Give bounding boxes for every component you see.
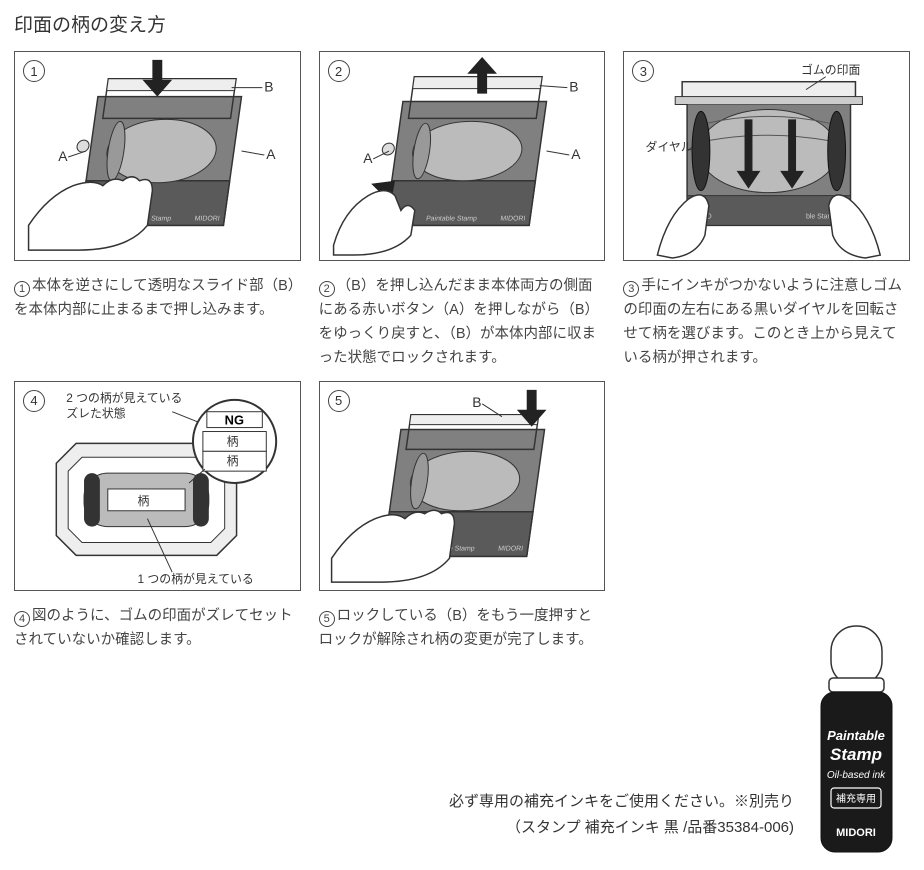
page-title: 印面の柄の変え方 — [14, 10, 910, 37]
steps-grid: 1 Paintable Stamp MIDORI — [14, 51, 910, 653]
svg-text:柄: 柄 — [227, 434, 239, 448]
bottle-badge: 補充専用 — [836, 792, 876, 805]
step-3-diagram: 3 ダイヤル ゴムの印面 — [623, 51, 910, 261]
step-1: 1 Paintable Stamp MIDORI — [14, 51, 301, 371]
step3-label-rubber: ゴムの印面 — [801, 63, 860, 77]
step1-label-A-right: A — [266, 146, 276, 162]
step1-label-A-left: A — [58, 148, 68, 164]
step-4-number: 4 — [23, 390, 45, 412]
step-1-text: 1本体を逆さにして透明なスライド部（B）を本体内部に止まるまで押し込みます。 — [14, 275, 301, 323]
step-3: 3 ダイヤル ゴムの印面 — [623, 51, 910, 371]
step2-label-A-left: A — [363, 150, 373, 166]
step-3-text: 3手にインキがつかないように注意しゴムの印面の左右にある黒いダイヤルを回転させて… — [623, 275, 910, 371]
step-4: 4 柄 1 つの柄が見えている 2 つの柄が見えている ズレた状態 — [14, 381, 301, 653]
step2-label-A-right: A — [571, 146, 581, 162]
footer-line-1: 必ず専用の補充インキをご使用ください。※別売り — [449, 789, 794, 815]
step-5: 5 Paintable Stamp MIDORI B — [319, 381, 606, 653]
svg-text:Paintable Stamp: Paintable Stamp — [425, 215, 477, 222]
svg-text:柄: 柄 — [138, 494, 150, 508]
step4-two-visible-l1: 2 つの柄が見えている — [66, 390, 182, 404]
bottle-brand-1: Paintable — [827, 728, 885, 743]
step4-one-visible: 1 つの柄が見えている — [138, 572, 254, 586]
step5-label-B: B — [472, 393, 481, 409]
step-1-number: 1 — [23, 60, 45, 82]
footer-line-2: （スタンプ 補充インキ 黒 /品番35384-006) — [449, 815, 794, 841]
ink-bottle: Paintable Stamp Oil-based ink 補充専用 MIDOR… — [809, 620, 904, 860]
step-2: 2 Paintable Stamp MIDORI A — [319, 51, 606, 371]
svg-text:MIDORI: MIDORI — [497, 545, 523, 552]
step-2-text: 2（B）を押し込んだまま本体両方の側面にある赤いボタン（A）を押しながら（B）を… — [319, 275, 606, 371]
step3-label-dial: ダイヤル — [646, 140, 693, 154]
footer-note: 必ず専用の補充インキをご使用ください。※別売り （スタンプ 補充インキ 黒 /品… — [449, 789, 794, 840]
step-1-diagram: 1 Paintable Stamp MIDORI — [14, 51, 301, 261]
step2-label-B: B — [569, 79, 578, 95]
step-5-text: 5ロックしている（B）をもう一度押すとロックが解除され柄の変更が完了します。 — [319, 605, 606, 653]
step-5-number: 5 — [328, 390, 350, 412]
step-4-diagram: 4 柄 1 つの柄が見えている 2 つの柄が見えている ズレた状態 — [14, 381, 301, 591]
step4-two-visible-l2: ズレた状態 — [66, 406, 125, 420]
bottle-brand-2: Stamp — [830, 745, 882, 764]
svg-text:柄: 柄 — [227, 454, 239, 468]
bottle-maker: MIDORI — [836, 827, 876, 839]
step-2-number: 2 — [328, 60, 350, 82]
step-2-diagram: 2 Paintable Stamp MIDORI A — [319, 51, 606, 261]
step-5-diagram: 5 Paintable Stamp MIDORI B — [319, 381, 606, 591]
svg-text:MIDORI: MIDORI — [194, 215, 220, 222]
svg-text:MIDORI: MIDORI — [499, 215, 525, 222]
bottle-subtitle: Oil-based ink — [827, 770, 886, 781]
step1-label-B: B — [264, 79, 273, 95]
step-4-text: 4図のように、ゴムの印面がズレてセットされていないか確認します。 — [14, 605, 301, 653]
step4-ng: NG — [225, 412, 244, 427]
